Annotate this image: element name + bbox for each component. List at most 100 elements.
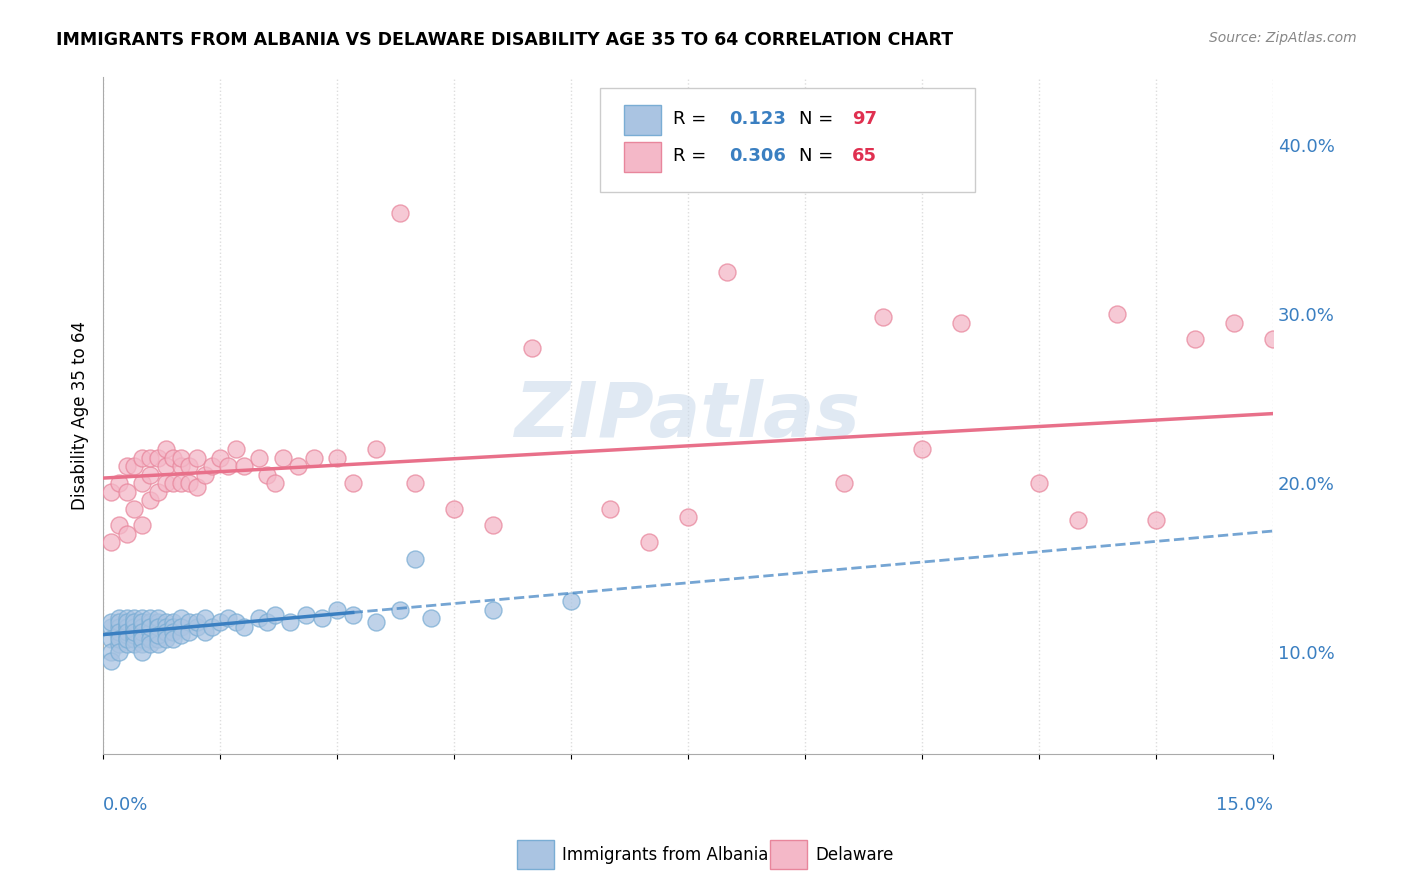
Point: [247, 450, 270, 465]
Text: Immigrants from Albania: Immigrants from Albania: [562, 846, 769, 863]
Point: [911, 442, 934, 457]
Point: [287, 459, 309, 474]
Text: N =: N =: [799, 110, 839, 128]
Point: [1184, 333, 1206, 347]
Point: [115, 611, 138, 625]
Point: [950, 316, 973, 330]
Point: [311, 611, 333, 625]
Point: [139, 624, 162, 639]
Point: [146, 620, 169, 634]
Point: [302, 450, 325, 465]
Point: [520, 341, 543, 355]
Point: [638, 535, 661, 549]
Point: [115, 628, 138, 642]
Point: [124, 501, 146, 516]
Text: N =: N =: [799, 147, 839, 165]
Point: [1223, 316, 1246, 330]
Point: [107, 624, 129, 639]
Point: [404, 552, 426, 566]
Point: [162, 620, 184, 634]
Text: 65: 65: [852, 147, 877, 165]
Point: [872, 310, 894, 325]
FancyBboxPatch shape: [624, 105, 661, 135]
Point: [482, 603, 505, 617]
Point: [131, 450, 153, 465]
Point: [124, 611, 146, 625]
Point: [295, 607, 318, 622]
Point: [131, 611, 153, 625]
Point: [186, 615, 208, 629]
Point: [342, 476, 364, 491]
Point: [364, 442, 387, 457]
Text: 15.0%: 15.0%: [1216, 796, 1272, 814]
Point: [232, 459, 254, 474]
Point: [217, 611, 239, 625]
Point: [247, 611, 270, 625]
Point: [124, 628, 146, 642]
Point: [139, 493, 162, 508]
Point: [131, 645, 153, 659]
Point: [170, 450, 193, 465]
Point: [131, 632, 153, 646]
Point: [146, 615, 169, 629]
Point: [482, 518, 505, 533]
Point: [225, 615, 247, 629]
Point: [193, 624, 215, 639]
Point: [131, 620, 153, 634]
Point: [162, 624, 184, 639]
Text: Delaware: Delaware: [815, 846, 894, 863]
Text: 97: 97: [852, 110, 877, 128]
Point: [162, 476, 184, 491]
Point: [193, 467, 215, 482]
Text: R =: R =: [673, 110, 711, 128]
Text: 0.306: 0.306: [730, 147, 786, 165]
Point: [263, 476, 285, 491]
Point: [100, 620, 122, 634]
Point: [115, 615, 138, 629]
Point: [139, 615, 162, 629]
Point: [271, 450, 294, 465]
Point: [326, 450, 349, 465]
Y-axis label: Disability Age 35 to 64: Disability Age 35 to 64: [72, 321, 89, 510]
Point: [139, 611, 162, 625]
Point: [100, 654, 122, 668]
Point: [146, 632, 169, 646]
Point: [326, 603, 349, 617]
Point: [177, 459, 200, 474]
Point: [1301, 679, 1323, 693]
Point: [256, 467, 278, 482]
Point: [146, 611, 169, 625]
Text: 0.123: 0.123: [730, 110, 786, 128]
Point: [186, 479, 208, 493]
Point: [155, 624, 177, 639]
Point: [131, 615, 153, 629]
Point: [139, 620, 162, 634]
Point: [131, 476, 153, 491]
Point: [124, 624, 146, 639]
Point: [131, 620, 153, 634]
Point: [201, 620, 224, 634]
Point: [155, 620, 177, 634]
Point: [716, 265, 738, 279]
Point: [217, 459, 239, 474]
Point: [115, 632, 138, 646]
Point: [388, 603, 411, 617]
Point: [115, 459, 138, 474]
Point: [124, 615, 146, 629]
FancyBboxPatch shape: [600, 87, 974, 193]
Point: [193, 611, 215, 625]
Point: [170, 628, 193, 642]
Point: [124, 459, 146, 474]
Point: [1067, 513, 1090, 527]
Text: R =: R =: [673, 147, 711, 165]
Point: [364, 615, 387, 629]
Point: [107, 637, 129, 651]
Point: [146, 450, 169, 465]
Point: [107, 620, 129, 634]
Point: [107, 628, 129, 642]
Point: [107, 632, 129, 646]
Point: [139, 467, 162, 482]
Point: [115, 615, 138, 629]
Point: [107, 645, 129, 659]
Point: [131, 632, 153, 646]
